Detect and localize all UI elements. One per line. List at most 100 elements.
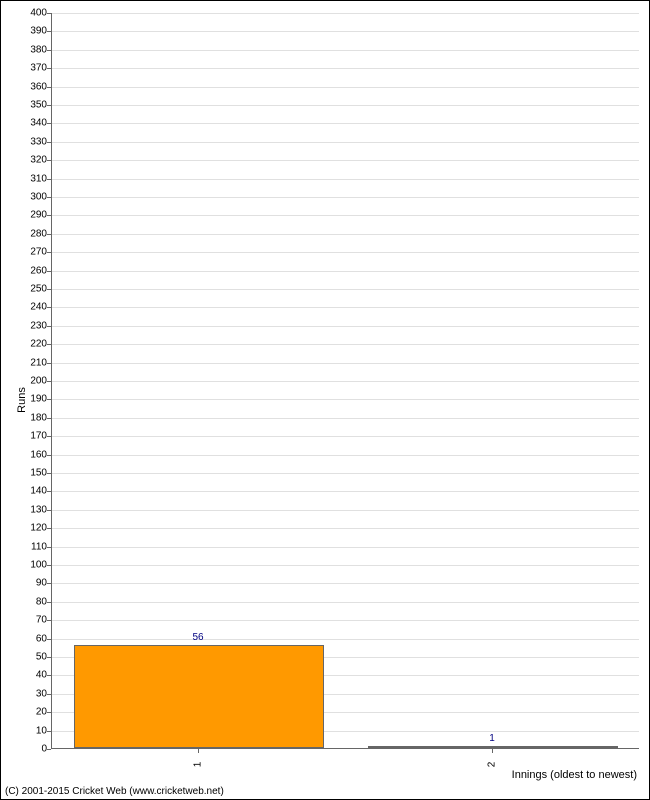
y-tick-mark [47,602,51,603]
chart-container: Runs Innings (oldest to newest) (C) 2001… [0,0,650,800]
y-tick-label: 210 [17,357,47,368]
y-tick-label: 260 [17,265,47,276]
bar [74,645,324,748]
plot-area [51,13,639,749]
y-tick-mark [47,179,51,180]
y-tick-label: 340 [17,118,47,129]
grid-line [52,50,639,51]
y-tick-mark [47,418,51,419]
y-tick-mark [47,160,51,161]
grid-line [52,31,639,32]
y-tick-mark [47,381,51,382]
y-tick-mark [47,31,51,32]
bar-value-label: 56 [192,632,203,643]
y-tick-label: 390 [17,26,47,37]
grid-line [52,271,639,272]
y-tick-mark [47,657,51,658]
y-tick-mark [47,639,51,640]
y-tick-mark [47,510,51,511]
y-tick-mark [47,234,51,235]
y-tick-label: 20 [17,707,47,718]
y-tick-label: 310 [17,173,47,184]
y-tick-mark [47,473,51,474]
y-tick-label: 270 [17,247,47,258]
y-tick-mark [47,326,51,327]
grid-line [52,142,639,143]
grid-line [52,510,639,511]
y-tick-mark [47,399,51,400]
y-tick-label: 320 [17,155,47,166]
y-tick-mark [47,583,51,584]
y-tick-label: 250 [17,284,47,295]
y-tick-mark [47,565,51,566]
copyright-text: (C) 2001-2015 Cricket Web (www.cricketwe… [5,786,224,797]
y-tick-label: 60 [17,633,47,644]
y-tick-mark [47,455,51,456]
y-tick-label: 30 [17,688,47,699]
grid-line [52,473,639,474]
y-tick-label: 150 [17,468,47,479]
grid-line [52,13,639,14]
grid-line [52,160,639,161]
y-tick-mark [47,528,51,529]
y-tick-label: 100 [17,560,47,571]
y-tick-label: 400 [17,8,47,19]
y-tick-mark [47,105,51,106]
grid-line [52,87,639,88]
y-tick-label: 300 [17,192,47,203]
y-tick-label: 380 [17,44,47,55]
y-tick-label: 280 [17,228,47,239]
grid-line [52,289,639,290]
grid-line [52,252,639,253]
y-tick-label: 40 [17,670,47,681]
grid-line [52,123,639,124]
y-tick-mark [47,694,51,695]
grid-line [52,234,639,235]
y-tick-label: 70 [17,615,47,626]
y-tick-mark [47,749,51,750]
y-tick-label: 370 [17,63,47,74]
y-tick-label: 160 [17,449,47,460]
bar-value-label: 1 [489,733,495,744]
y-tick-mark [47,731,51,732]
grid-line [52,418,639,419]
grid-line [52,179,639,180]
y-tick-mark [47,712,51,713]
y-tick-label: 220 [17,339,47,350]
y-tick-label: 50 [17,652,47,663]
grid-line [52,547,639,548]
y-tick-label: 240 [17,302,47,313]
y-tick-label: 230 [17,320,47,331]
y-tick-label: 170 [17,431,47,442]
y-tick-mark [47,363,51,364]
grid-line [52,105,639,106]
grid-line [52,344,639,345]
x-axis-label: Innings (oldest to newest) [512,769,637,781]
grid-line [52,326,639,327]
y-tick-mark [47,252,51,253]
grid-line [52,381,639,382]
y-tick-label: 120 [17,523,47,534]
y-tick-mark [47,68,51,69]
y-tick-mark [47,344,51,345]
y-tick-label: 10 [17,725,47,736]
y-tick-mark [47,675,51,676]
y-tick-label: 330 [17,136,47,147]
grid-line [52,215,639,216]
y-tick-label: 130 [17,504,47,515]
y-tick-mark [47,491,51,492]
y-tick-label: 90 [17,578,47,589]
y-tick-label: 140 [17,486,47,497]
y-tick-mark [47,13,51,14]
grid-line [52,363,639,364]
grid-line [52,620,639,621]
grid-line [52,399,639,400]
grid-line [52,583,639,584]
y-tick-label: 180 [17,412,47,423]
x-tick-label: 1 [193,762,204,768]
x-tick-label: 2 [487,762,498,768]
grid-line [52,491,639,492]
grid-line [52,602,639,603]
x-tick-mark [198,749,199,753]
y-tick-mark [47,436,51,437]
